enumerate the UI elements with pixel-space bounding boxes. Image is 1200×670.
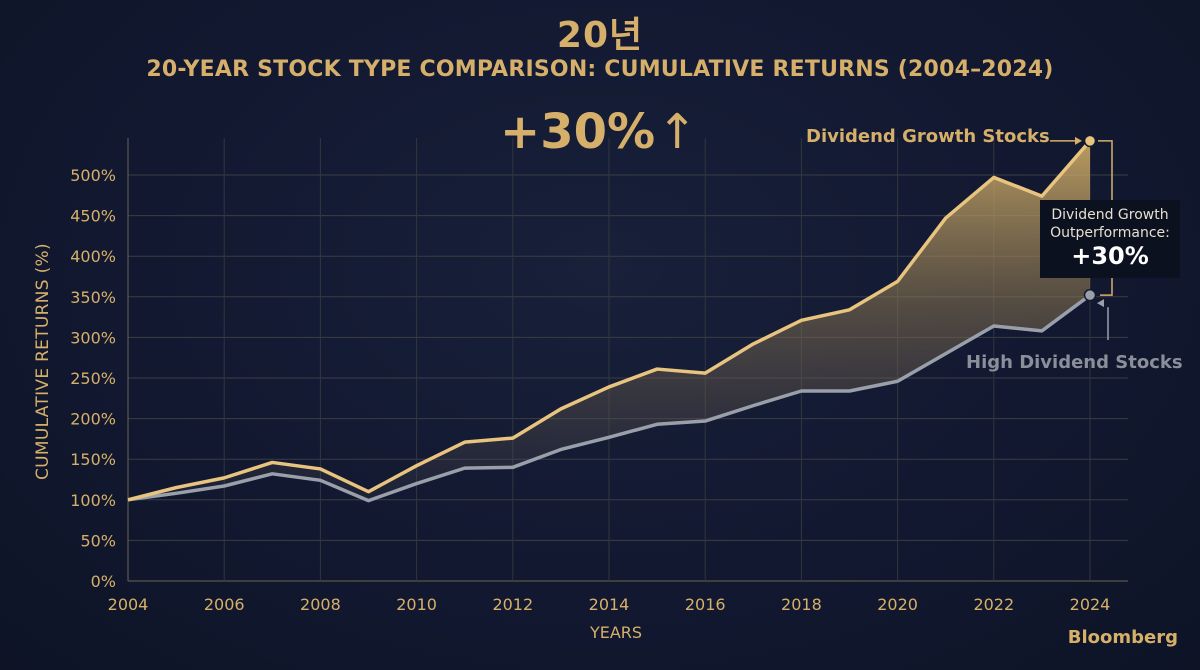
x-tick-label: 2014 bbox=[589, 595, 630, 614]
series-lines bbox=[127, 139, 1092, 503]
series-label-dividend-growth: Dividend Growth Stocks bbox=[806, 126, 1050, 147]
y-tick-label: 400% bbox=[70, 247, 116, 266]
x-tick-label: 2010 bbox=[396, 595, 437, 614]
korean-title: 20년 bbox=[556, 15, 644, 56]
high-arrowhead-icon bbox=[1097, 299, 1104, 308]
x-tick-label: 2016 bbox=[685, 595, 726, 614]
x-axis-title: YEARS bbox=[589, 623, 643, 642]
end-point-dividend-growth bbox=[1083, 134, 1097, 148]
x-tick-label: 2012 bbox=[492, 595, 533, 614]
outperformance-label-line1: Dividend Growth bbox=[1051, 207, 1169, 223]
outperformance-value: +30% bbox=[1071, 242, 1149, 270]
brand-logo: Bloomberg bbox=[1067, 627, 1178, 648]
y-tick-label: 50% bbox=[80, 531, 116, 550]
x-tick-label: 2008 bbox=[300, 595, 341, 614]
x-tick-label: 2006 bbox=[204, 595, 245, 614]
x-tick-label: 2024 bbox=[1070, 595, 1111, 614]
x-tick-label: 2022 bbox=[973, 595, 1014, 614]
growth-arrowhead-icon bbox=[1075, 136, 1082, 145]
y-tick-label: 350% bbox=[70, 288, 116, 307]
series-markers bbox=[1083, 134, 1097, 302]
y-tick-label: 150% bbox=[70, 450, 116, 469]
outperformance-box: Dividend Growth Outperformance: +30% bbox=[1040, 200, 1180, 278]
x-tick-label: 2018 bbox=[781, 595, 822, 614]
outperformance-area bbox=[128, 140, 1090, 501]
x-tick-label: 2020 bbox=[877, 595, 918, 614]
headline-value: +30% bbox=[500, 104, 656, 160]
y-tick-label: 0% bbox=[91, 572, 116, 591]
outperformance-fill bbox=[128, 140, 1090, 501]
series-label-high-dividend: High Dividend Stocks bbox=[966, 352, 1183, 373]
y-tick-label: 200% bbox=[70, 410, 116, 429]
up-arrow-icon: ↑ bbox=[657, 104, 698, 160]
y-tick-label: 250% bbox=[70, 369, 116, 388]
headline-callout: +30%↑ bbox=[500, 104, 697, 160]
y-tick-label: 500% bbox=[70, 166, 116, 185]
series-line-high-dividend bbox=[127, 293, 1092, 503]
series-line-dividend-growth bbox=[127, 139, 1092, 502]
y-axis-title: CUMULATIVE RETURNS (%) bbox=[33, 243, 53, 480]
y-tick-label: 450% bbox=[70, 207, 116, 226]
end-point-high-dividend bbox=[1083, 288, 1097, 302]
axis-ticks: 0% 50% 100% 150% 200% 250% 300% 350% 400% 450% 500… bbox=[70, 166, 1110, 614]
outperformance-label-line2: Outperformance: bbox=[1050, 225, 1170, 241]
y-tick-label: 100% bbox=[70, 491, 116, 510]
x-tick-label: 2004 bbox=[108, 595, 149, 614]
y-tick-label: 300% bbox=[70, 328, 116, 347]
chart-title: 20-YEAR STOCK TYPE COMPARISON: CUMULATIV… bbox=[146, 57, 1054, 82]
